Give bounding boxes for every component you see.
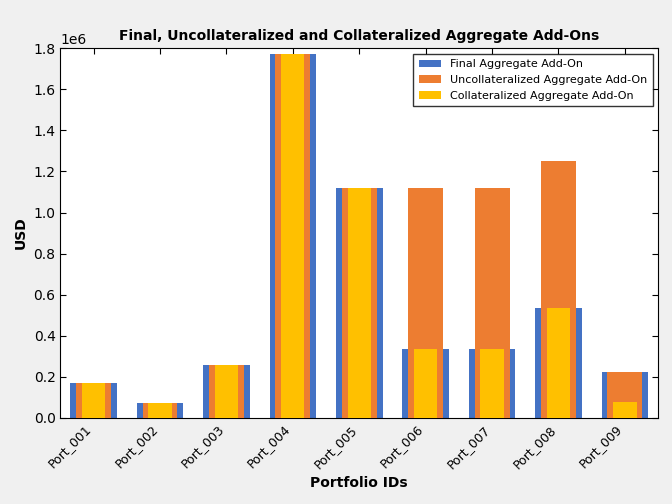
Bar (82, 383, 106, 418)
X-axis label: Portfolio IDs: Portfolio IDs (310, 476, 408, 490)
Bar (607, 371, 642, 418)
Bar (276, 53, 310, 418)
Bar (209, 365, 244, 418)
Bar (480, 349, 504, 418)
Bar (137, 403, 183, 418)
Bar (601, 371, 648, 418)
Bar (547, 308, 570, 418)
Bar (347, 188, 371, 418)
Bar (342, 188, 377, 418)
Bar (71, 383, 117, 418)
Bar (76, 383, 111, 418)
Title: Final, Uncollateralized and Collateralized Aggregate Add-Ons: Final, Uncollateralized and Collateraliz… (119, 29, 599, 43)
Bar (469, 349, 515, 418)
Bar (142, 403, 177, 418)
Bar (336, 188, 382, 418)
Bar (536, 308, 582, 418)
Bar (215, 365, 238, 418)
Legend: Final Aggregate Add-On, Uncollateralized Aggregate Add-On, Collateralized Aggreg: Final Aggregate Add-On, Uncollateralized… (413, 54, 653, 106)
Bar (203, 365, 250, 418)
Bar (541, 161, 576, 418)
Bar (474, 188, 509, 418)
Bar (269, 53, 316, 418)
Bar (409, 188, 443, 418)
Bar (403, 349, 449, 418)
Bar (149, 403, 171, 418)
Y-axis label: USD: USD (14, 217, 28, 249)
Bar (614, 402, 636, 418)
Bar (282, 53, 304, 418)
Bar (414, 349, 437, 418)
